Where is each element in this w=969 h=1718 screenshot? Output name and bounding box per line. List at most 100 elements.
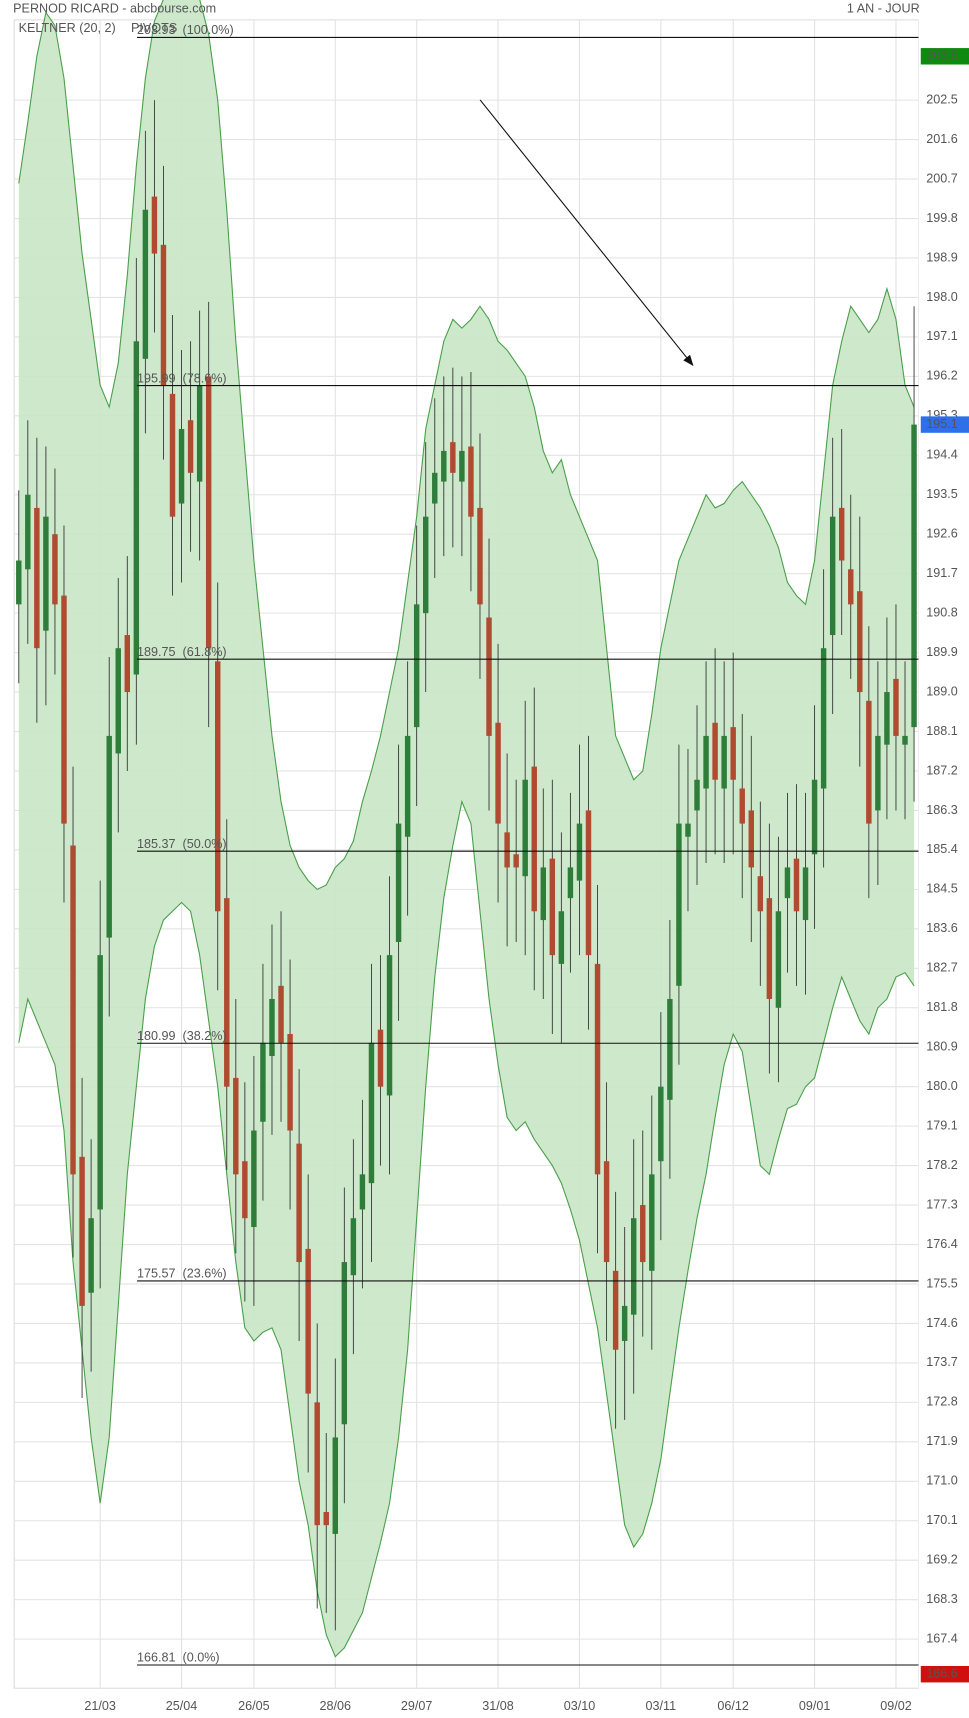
candle-body — [848, 569, 854, 605]
candle-body — [802, 867, 809, 921]
candle-body — [594, 963, 601, 1175]
level-label: 185.37 (50.0%) — [137, 837, 227, 851]
y-tick-label: 167.4 — [926, 1631, 958, 1645]
candle-body — [766, 898, 773, 999]
x-tick-label: 29/07 — [401, 1699, 433, 1713]
y-tick-label: 170.1 — [926, 1513, 958, 1527]
candle-body — [567, 867, 574, 899]
y-tick-label: 171.0 — [926, 1474, 958, 1488]
candle-body — [368, 1042, 375, 1184]
candle-body — [486, 617, 492, 736]
candle-body — [712, 722, 718, 780]
candle-body — [676, 823, 682, 986]
price-tag — [920, 416, 969, 433]
candle-body — [477, 507, 483, 605]
candle-body — [187, 420, 194, 473]
candle-body — [233, 1077, 239, 1175]
level-label: 166.81 (0.0%) — [137, 1651, 220, 1665]
y-tick-label: 189.0 — [926, 684, 958, 698]
candle-body — [730, 727, 736, 780]
candle-body — [658, 1086, 664, 1162]
level-label: 175.57 (23.6%) — [137, 1267, 227, 1281]
trend-arrow — [479, 99, 694, 367]
candle-body — [377, 1029, 384, 1087]
band-lower — [18, 799, 915, 1658]
legend-entry: KELTNER (20, 2) — [19, 21, 116, 35]
candle-body — [269, 998, 275, 1056]
x-tick-label: 03/10 — [564, 1699, 596, 1713]
candle-body — [70, 845, 76, 1175]
y-tick-label: 179.1 — [926, 1118, 958, 1132]
candle-body — [260, 1042, 266, 1122]
y-tick-label: 191.7 — [926, 566, 958, 580]
candles — [16, 100, 917, 1631]
candle-body — [404, 735, 411, 837]
candle-body — [685, 823, 691, 837]
candle-body — [866, 700, 872, 824]
candle-body — [341, 1262, 348, 1425]
price-tag — [920, 48, 969, 65]
candle-body — [296, 1143, 302, 1263]
candle-body — [829, 516, 836, 636]
candle-body — [242, 1161, 248, 1219]
candle-body — [423, 516, 429, 614]
y-tick-label: 189.9 — [926, 645, 958, 659]
y-tick-label: 190.8 — [926, 605, 958, 619]
candle-body — [124, 635, 131, 693]
candle-body — [540, 867, 546, 921]
x-tick-label: 28/06 — [320, 1699, 352, 1713]
candle-body — [649, 1174, 655, 1271]
candle-body — [884, 692, 890, 745]
candle-body — [893, 678, 899, 736]
x-axis: 21/03 25/04 26/05 28/06 29/07 31/08 03/10 03/11… — [84, 1699, 911, 1713]
candle-body — [178, 428, 185, 504]
axis-background — [918, 0, 969, 1718]
level-label: 203.93 (100.0%) — [137, 23, 234, 37]
y-tick-label: 178.2 — [926, 1158, 958, 1172]
price-tag-label: 195.1 — [926, 417, 958, 431]
candle-body — [61, 595, 67, 824]
y-tick-label: 175.5 — [926, 1276, 958, 1290]
candle-body — [902, 735, 908, 745]
y-tick-label: 194.4 — [926, 448, 958, 462]
candle-body — [323, 1511, 329, 1526]
candle-body — [251, 1130, 257, 1227]
candle-body — [694, 779, 700, 811]
candle-body — [314, 1402, 320, 1526]
y-tick-label: 176.4 — [926, 1237, 958, 1251]
y-tick-label: 202.5 — [926, 92, 958, 106]
candle-body — [43, 516, 49, 631]
y-tick-label: 184.5 — [926, 882, 958, 896]
candle-body — [875, 735, 881, 811]
candle-body — [287, 1034, 293, 1131]
x-tick-label: 26/05 — [238, 1699, 270, 1713]
candle-body — [459, 450, 465, 482]
candle-body — [640, 1205, 646, 1263]
price-tag — [920, 1665, 969, 1683]
candle-body — [395, 823, 402, 942]
candle-body — [495, 722, 501, 824]
y-tick-label: 174.6 — [926, 1316, 958, 1330]
candle-body — [667, 998, 673, 1100]
x-tick-label: 06/12 — [717, 1699, 749, 1713]
y-tick-label: 181.8 — [926, 1000, 958, 1014]
candle-body — [52, 534, 58, 605]
y-axis: 202.5 201.6 200.7 199.8 198.9 198.0 197.1 196.2… — [920, 48, 969, 1683]
y-tick-label: 182.7 — [926, 961, 958, 975]
candle-body — [504, 832, 510, 868]
y-tick-label: 196.2 — [926, 369, 958, 383]
candle-body — [34, 507, 40, 649]
x-tick-label: 21/03 — [84, 1699, 116, 1713]
y-tick-label: 187.2 — [926, 763, 958, 777]
y-tick-label: 177.3 — [926, 1197, 958, 1211]
candle-body — [721, 735, 727, 789]
candle-body — [359, 1174, 366, 1210]
candle-body — [413, 604, 420, 728]
y-tick-label: 180.0 — [926, 1079, 958, 1093]
candle-body — [739, 788, 745, 824]
candle-body — [16, 560, 22, 605]
candle-body — [215, 661, 221, 912]
y-tick-label: 188.1 — [926, 724, 958, 738]
